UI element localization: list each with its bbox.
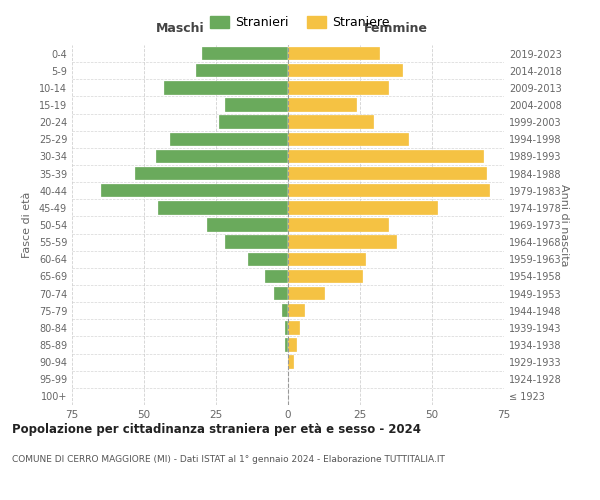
- Bar: [248, 252, 288, 266]
- Bar: [288, 81, 389, 94]
- Bar: [288, 218, 389, 232]
- Bar: [288, 184, 490, 198]
- Bar: [101, 184, 288, 198]
- Bar: [288, 321, 299, 334]
- Bar: [288, 270, 363, 283]
- Bar: [288, 201, 438, 214]
- Bar: [285, 321, 288, 334]
- Bar: [288, 150, 484, 163]
- Bar: [224, 236, 288, 249]
- Bar: [282, 304, 288, 318]
- Bar: [288, 287, 325, 300]
- Y-axis label: Anni di nascita: Anni di nascita: [559, 184, 569, 266]
- Bar: [288, 304, 305, 318]
- Bar: [196, 64, 288, 78]
- Bar: [288, 116, 374, 129]
- Bar: [288, 356, 294, 369]
- Bar: [288, 338, 296, 351]
- Bar: [288, 47, 380, 60]
- Bar: [224, 98, 288, 112]
- Bar: [265, 270, 288, 283]
- Bar: [164, 81, 288, 94]
- Bar: [208, 218, 288, 232]
- Legend: Stranieri, Straniere: Stranieri, Straniere: [205, 11, 395, 34]
- Bar: [219, 116, 288, 129]
- Bar: [288, 236, 397, 249]
- Y-axis label: Fasce di età: Fasce di età: [22, 192, 32, 258]
- Bar: [170, 132, 288, 146]
- Text: Maschi: Maschi: [155, 22, 205, 35]
- Bar: [288, 98, 357, 112]
- Bar: [288, 252, 366, 266]
- Text: Femmine: Femmine: [364, 22, 428, 35]
- Text: Popolazione per cittadinanza straniera per età e sesso - 2024: Popolazione per cittadinanza straniera p…: [12, 422, 421, 436]
- Bar: [288, 132, 409, 146]
- Bar: [202, 47, 288, 60]
- Bar: [158, 201, 288, 214]
- Bar: [155, 150, 288, 163]
- Bar: [288, 167, 487, 180]
- Bar: [285, 338, 288, 351]
- Bar: [136, 167, 288, 180]
- Text: COMUNE DI CERRO MAGGIORE (MI) - Dati ISTAT al 1° gennaio 2024 - Elaborazione TUT: COMUNE DI CERRO MAGGIORE (MI) - Dati IST…: [12, 455, 445, 464]
- Bar: [274, 287, 288, 300]
- Bar: [288, 64, 403, 78]
